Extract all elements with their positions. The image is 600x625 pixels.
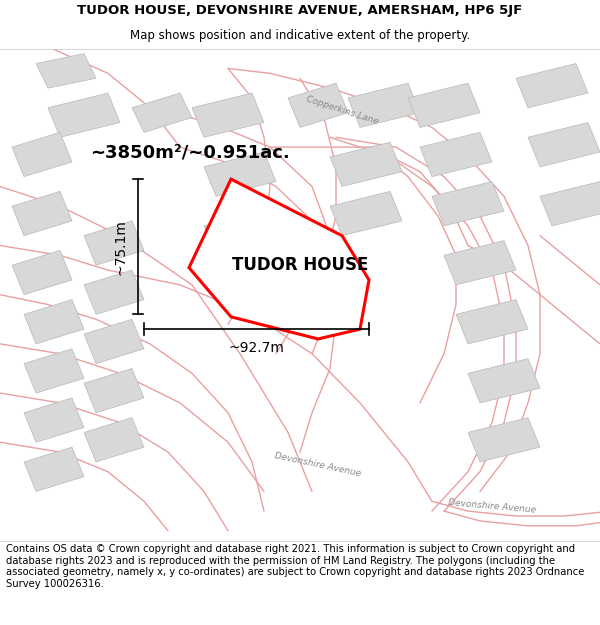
- Polygon shape: [12, 191, 72, 236]
- Polygon shape: [24, 349, 84, 393]
- Polygon shape: [432, 181, 504, 226]
- Polygon shape: [84, 270, 144, 314]
- Polygon shape: [444, 241, 516, 285]
- Polygon shape: [330, 142, 402, 186]
- Polygon shape: [84, 221, 144, 265]
- Polygon shape: [516, 64, 588, 107]
- Polygon shape: [456, 299, 528, 344]
- Polygon shape: [24, 299, 84, 344]
- Polygon shape: [288, 83, 348, 127]
- Polygon shape: [24, 398, 84, 442]
- Polygon shape: [132, 93, 192, 132]
- Text: Map shows position and indicative extent of the property.: Map shows position and indicative extent…: [130, 29, 470, 42]
- Text: Devonshire Avenue: Devonshire Avenue: [448, 498, 536, 514]
- Polygon shape: [84, 369, 144, 413]
- Text: Copperkins Lane: Copperkins Lane: [305, 94, 379, 126]
- Polygon shape: [84, 418, 144, 462]
- Polygon shape: [420, 132, 492, 177]
- Polygon shape: [468, 359, 540, 403]
- Polygon shape: [348, 83, 420, 127]
- Polygon shape: [330, 191, 402, 236]
- Text: Contains OS data © Crown copyright and database right 2021. This information is : Contains OS data © Crown copyright and d…: [6, 544, 584, 589]
- Text: TUDOR HOUSE: TUDOR HOUSE: [232, 256, 368, 274]
- Text: Devonshire Avenue: Devonshire Avenue: [274, 451, 362, 478]
- Text: ~75.1m: ~75.1m: [113, 219, 127, 274]
- Polygon shape: [468, 418, 540, 462]
- Polygon shape: [204, 152, 276, 196]
- Polygon shape: [36, 54, 96, 88]
- Polygon shape: [84, 319, 144, 364]
- Text: ~3850m²/~0.951ac.: ~3850m²/~0.951ac.: [90, 143, 290, 161]
- Polygon shape: [24, 447, 84, 491]
- Polygon shape: [12, 132, 72, 177]
- Polygon shape: [12, 251, 72, 294]
- Polygon shape: [192, 93, 264, 138]
- Polygon shape: [540, 181, 600, 226]
- Polygon shape: [189, 179, 369, 339]
- Polygon shape: [204, 211, 276, 256]
- Polygon shape: [48, 93, 120, 138]
- Polygon shape: [528, 122, 600, 167]
- Text: ~92.7m: ~92.7m: [229, 341, 284, 356]
- Text: TUDOR HOUSE, DEVONSHIRE AVENUE, AMERSHAM, HP6 5JF: TUDOR HOUSE, DEVONSHIRE AVENUE, AMERSHAM…: [77, 4, 523, 18]
- Polygon shape: [408, 83, 480, 127]
